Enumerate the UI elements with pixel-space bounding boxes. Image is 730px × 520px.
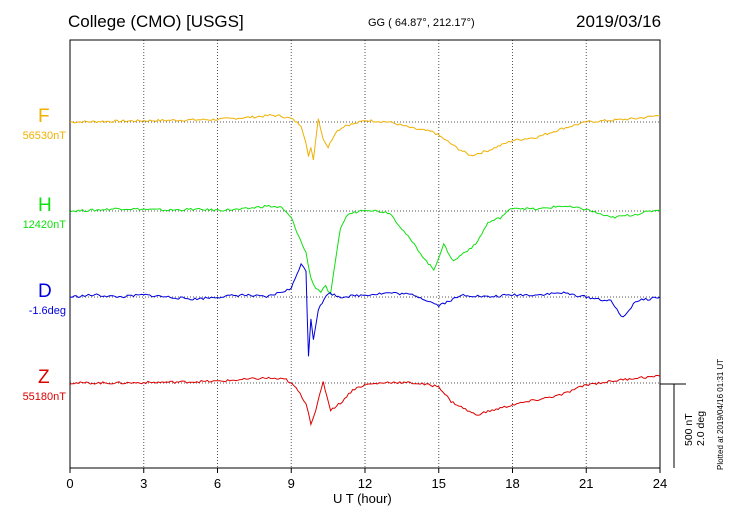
x-tick-label: 9	[288, 476, 295, 491]
chart-grid	[70, 40, 660, 468]
x-tick-label: 6	[214, 476, 221, 491]
series-line-h	[69, 204, 661, 295]
component-letter-z: Z	[38, 367, 50, 388]
station-title: College (CMO) [USGS]	[68, 12, 244, 31]
component-baseline-f: 56530nT	[22, 130, 66, 142]
component-baseline-d: -1.6deg	[28, 305, 66, 317]
series-line-z	[69, 374, 661, 427]
geographic-coordinates: GG ( 64.87°, 212.17°)	[368, 17, 475, 29]
series-line-f	[69, 114, 661, 161]
series-group	[69, 114, 661, 427]
component-baseline-z: 55180nT	[22, 391, 66, 403]
component-letter-h: H	[38, 195, 52, 216]
scale-deg-label: 2.0 deg	[695, 410, 707, 446]
x-tick-label: 18	[505, 476, 519, 491]
component-baseline-h: 12420nT	[22, 219, 66, 231]
x-tick-label: 24	[653, 476, 667, 491]
x-tick-label: 12	[358, 476, 372, 491]
scale-nt-label: 500 nT	[683, 413, 695, 446]
x-axis-label: U T (hour)	[333, 491, 392, 506]
x-tick-label: 3	[140, 476, 147, 491]
x-tick-label: 0	[66, 476, 73, 491]
component-letter-f: F	[38, 106, 50, 127]
component-letter-d: D	[38, 281, 52, 302]
scale-bar	[660, 383, 686, 468]
x-tick-label: 21	[579, 476, 593, 491]
x-axis-ticks: 0 3 6 9 12 15 18 21 24	[66, 468, 667, 491]
series-line-d	[69, 262, 661, 357]
plotted-timestamp: Plotted at 2019/04/16 01:31 UT	[716, 358, 725, 470]
x-tick-label: 15	[432, 476, 446, 491]
date-label: 2019/03/16	[576, 12, 662, 31]
